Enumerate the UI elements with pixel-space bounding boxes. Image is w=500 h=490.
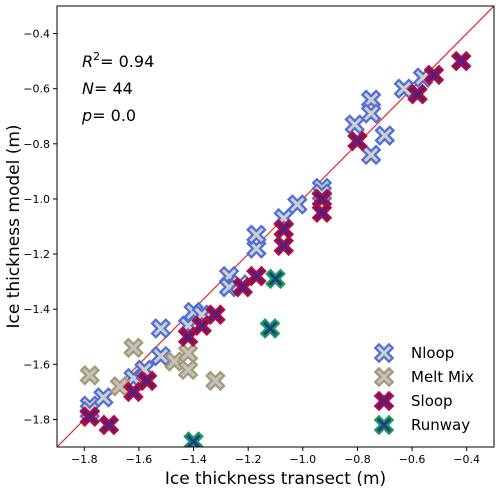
- y-axis-ticks: −1.8 −1.6 −1.4 −1.2 −1.0 −0.8 −0.6 −0.4: [23, 28, 57, 426]
- data-point-sloop: [347, 130, 368, 152]
- data-point-melt-mix: [164, 351, 185, 372]
- data-point-nloop: [246, 238, 267, 259]
- legend-marker-nloop: [373, 342, 395, 364]
- data-point-runway: [259, 318, 281, 339]
- r2-symbol: R: [82, 52, 93, 71]
- x-tick-label: −0.6: [399, 453, 426, 466]
- data-point-nloop: [344, 114, 366, 135]
- data-point-nloop: [393, 78, 415, 99]
- data-point-sloop: [123, 381, 144, 403]
- data-point-melt-mix: [177, 359, 199, 381]
- y-tick-label: −1.6: [23, 358, 50, 371]
- r-squared-annotation: R2= 0.94: [82, 50, 154, 71]
- data-point-sloop: [246, 265, 267, 287]
- data-point-sloop: [232, 276, 254, 298]
- p-value: = 0.0: [92, 106, 136, 125]
- stats-annotation: R2= 0.94 N= 44 p= 0.0: [81, 50, 154, 125]
- data-point-sloop: [273, 235, 294, 257]
- data-point-melt-mix: [177, 342, 199, 364]
- y-tick-label: −1.8: [23, 413, 50, 426]
- legend-marker-melt-mix: [373, 366, 395, 388]
- p-annotation: p= 0.0: [81, 106, 136, 125]
- r2-superscript: 2: [93, 50, 100, 63]
- data-point-nloop: [360, 103, 382, 124]
- data-point-sloop: [98, 414, 120, 436]
- legend-label-runway: Runway: [411, 416, 470, 434]
- data-point-sloop: [311, 202, 333, 224]
- legend-label-melt-mix: Melt Mix: [411, 368, 474, 386]
- y-tick-label: −1.0: [23, 193, 50, 206]
- x-axis-label: Ice thickness transect (m): [165, 469, 386, 489]
- data-point-sloop: [191, 315, 213, 337]
- legend-label-sloop: Sloop: [411, 392, 453, 410]
- data-point-melt-mix: [79, 365, 101, 386]
- n-value: = 44: [94, 79, 133, 98]
- y-tick-label: −0.6: [23, 83, 50, 96]
- data-point-sloop: [407, 83, 428, 105]
- y-tick-label: −1.4: [23, 303, 50, 316]
- legend-label-nloop: Nloop: [411, 344, 454, 362]
- p-symbol: p: [81, 106, 92, 125]
- data-point-nloop: [150, 318, 172, 339]
- data-point-nloop: [287, 194, 308, 215]
- data-point-sloop: [177, 326, 199, 348]
- data-point-melt-mix: [109, 376, 131, 397]
- data-point-sloop: [205, 304, 226, 326]
- r2-value: = 0.94: [100, 52, 154, 71]
- y-tick-label: −1.2: [23, 248, 50, 261]
- data-point-melt-mix: [205, 370, 226, 392]
- data-point-nloop: [93, 387, 114, 408]
- x-tick-label: −1.8: [71, 453, 98, 466]
- n-annotation: N= 44: [82, 79, 133, 98]
- x-tick-label: −1.0: [289, 453, 316, 466]
- data-point-nloop: [360, 144, 382, 166]
- data-point-nloop: [374, 125, 396, 146]
- data-point-sloop: [311, 188, 333, 210]
- x-tick-label: −1.2: [235, 453, 262, 466]
- n-symbol: N: [82, 79, 94, 98]
- data-point-nloop: [246, 224, 267, 246]
- x-tick-label: −1.4: [180, 453, 207, 466]
- y-tick-label: −0.8: [23, 138, 50, 151]
- x-axis-ticks: −1.8 −1.6 −1.4 −1.2 −1.0 −0.8 −0.6 −0.4: [71, 447, 480, 466]
- data-point-sloop: [423, 64, 445, 86]
- data-point-nloop: [360, 89, 382, 111]
- data-point-melt-mix: [123, 337, 144, 359]
- data-point-sloop: [273, 218, 294, 240]
- data-point-runway: [183, 431, 204, 447]
- markers-layer: [79, 50, 472, 447]
- data-point-sloop: [136, 370, 158, 392]
- y-tick-label: −0.4: [23, 28, 50, 41]
- x-tick-label: −1.6: [126, 453, 153, 466]
- data-point-sloop: [450, 50, 472, 72]
- legend: Nloop Melt Mix Sloop Runway: [373, 342, 474, 436]
- legend-marker-runway: [373, 414, 395, 436]
- y-axis-label: Ice thickness model (m): [4, 124, 24, 328]
- x-tick-label: −0.4: [453, 453, 480, 466]
- plot-frame: [56, 5, 495, 448]
- data-point-runway: [265, 268, 286, 290]
- x-tick-label: −0.8: [344, 453, 371, 466]
- data-point-nloop: [150, 345, 172, 367]
- data-point-sloop: [79, 406, 101, 427]
- legend-marker-sloop: [373, 390, 395, 412]
